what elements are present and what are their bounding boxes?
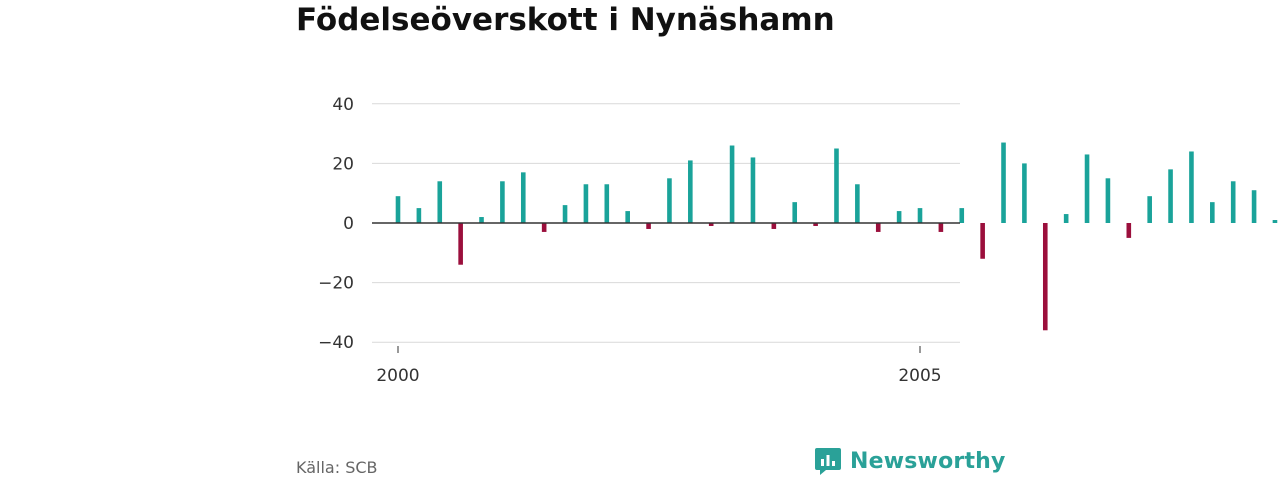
bar-positive [500,181,505,223]
y-tick-label: −40 [318,333,354,353]
bar-negative [708,223,714,226]
page-title: Födelseöverskott i Nynäshamn [296,2,835,38]
x-tick-label: 2005 [898,366,941,386]
y-axis-ticks: 40 20 0 −20 −40 [318,95,354,353]
bars [395,142,1278,331]
bar-negative [938,223,944,232]
bar-negative [771,223,777,229]
bar-negative [541,223,547,232]
bar-positive [1105,178,1111,223]
bar-positive [1189,151,1194,223]
bar-positive [1168,169,1173,223]
bar-positive [855,184,860,223]
grid-lines [372,103,960,343]
bar-positive [792,202,798,223]
bar-negative [875,223,881,232]
newsworthy-icon [815,448,841,475]
y-tick-label: 40 [332,95,354,115]
bar-positive [625,211,630,223]
bar-positive [1147,196,1152,223]
bar-positive [834,148,839,223]
brand-name: Newsworthy [850,448,1006,474]
bar-positive [917,208,923,223]
y-tick-label: 0 [343,214,354,234]
bar-positive [437,181,443,223]
bar-positive [583,184,589,223]
bar-positive [416,208,422,223]
bar-positive [479,217,484,223]
y-tick-label: −20 [318,274,354,294]
bar-negative [646,223,651,229]
bar-positive [1063,214,1069,223]
bar-positive [667,178,672,223]
bar-positive [395,196,401,223]
bar-positive [896,211,902,223]
bar-negative [980,223,985,259]
bar-negative [1126,223,1132,238]
bar-positive [1084,154,1090,223]
x-axis-ticks: 200020052010201520202025 [376,346,942,386]
x-tick-label: 2000 [376,366,419,386]
source-label: Källa: SCB [296,458,378,477]
bar-negative [1042,223,1048,331]
y-tick-label: 20 [332,154,354,174]
bar-negative [458,223,463,265]
bar-positive [1210,202,1215,223]
bar-positive [1022,163,1027,223]
bar-positive [750,157,756,223]
bar-positive [1272,220,1278,223]
bar-negative [813,223,818,226]
bar-positive [562,205,568,223]
bar-positive [604,184,610,223]
brand-logo[interactable]: Newsworthy [814,446,1006,476]
bar-positive [729,145,735,223]
bar-positive [1230,181,1236,223]
bar-positive [688,160,693,223]
bar-positive [1251,190,1257,223]
bar-positive [520,172,526,223]
bar-positive [1001,142,1006,223]
bar-positive [959,208,965,223]
